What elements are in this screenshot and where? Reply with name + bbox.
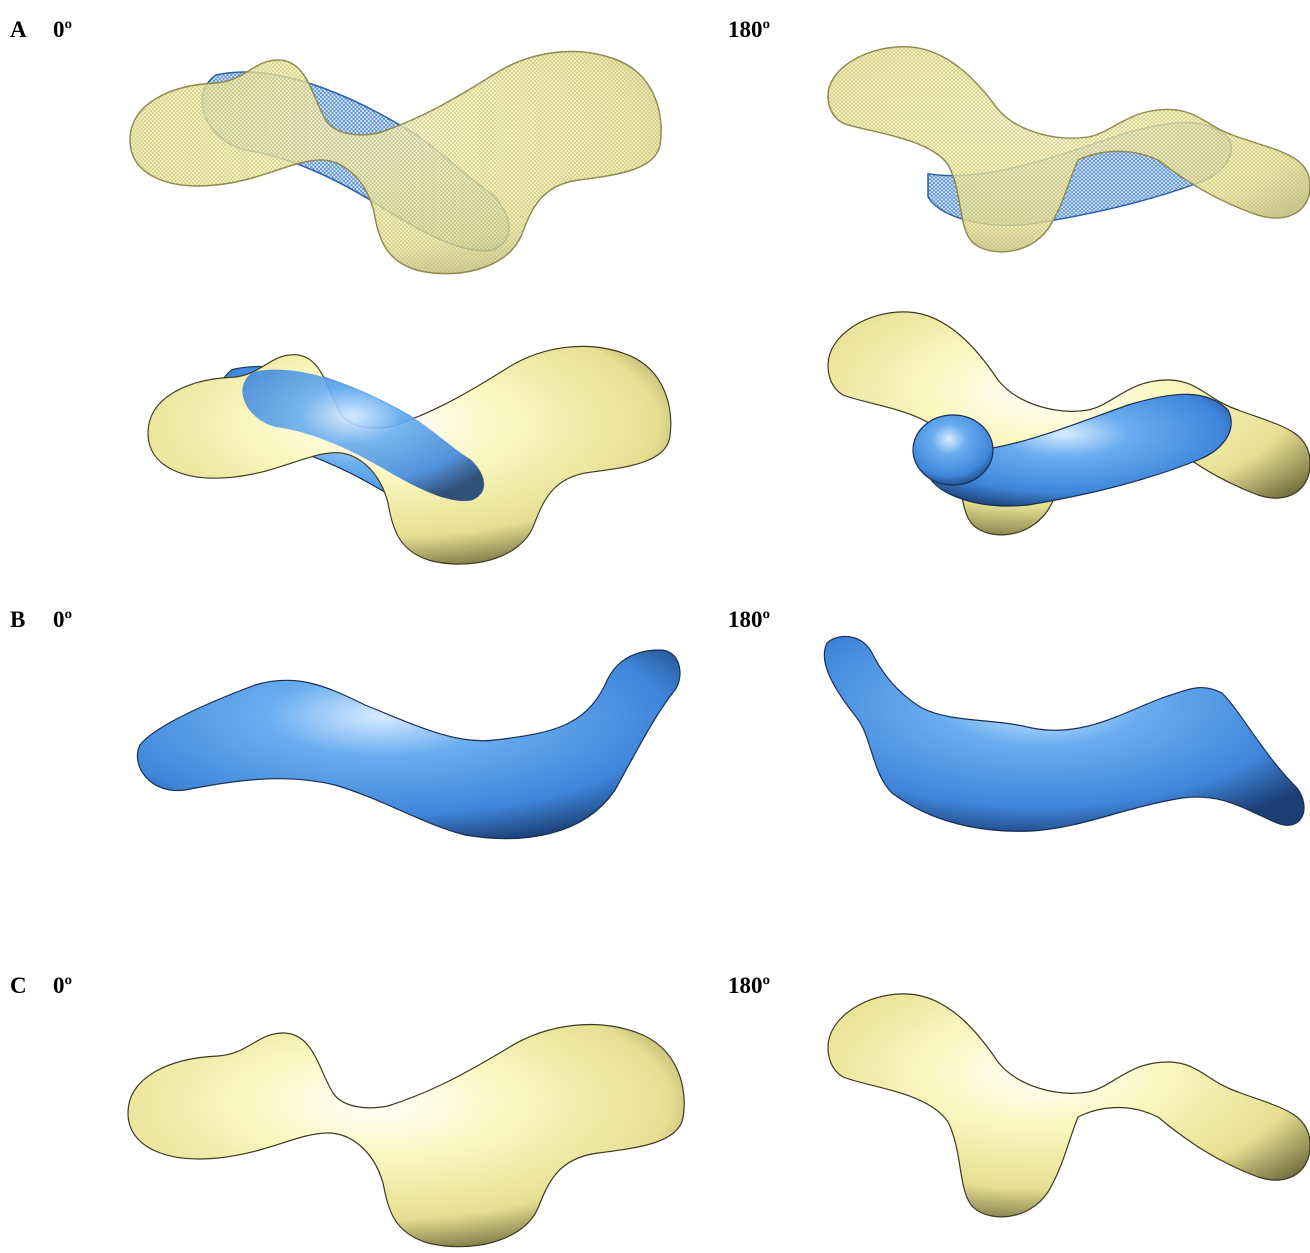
figure: A 0º 180º B 0º 180º C 0º 180º [0,0,1310,1253]
map-c-180 [828,994,1310,1217]
view-label: 180º [728,607,770,632]
panel-label: A [10,17,27,42]
view-label: 0º [53,973,72,998]
solid-map-180 [828,312,1310,535]
mesh-map-0 [130,52,661,274]
solid-map-0 [148,346,671,564]
mesh-map-180 [828,47,1310,252]
map-c-0 [128,1025,684,1247]
view-label: 0º [53,607,72,632]
panel-label: C [10,973,27,998]
view-label: 0º [53,17,72,42]
map-b-0 [137,650,680,839]
view-label: 180º [728,973,770,998]
panel-label: B [10,607,25,632]
map-b-180 [824,636,1304,831]
view-label: 180º [728,17,770,42]
